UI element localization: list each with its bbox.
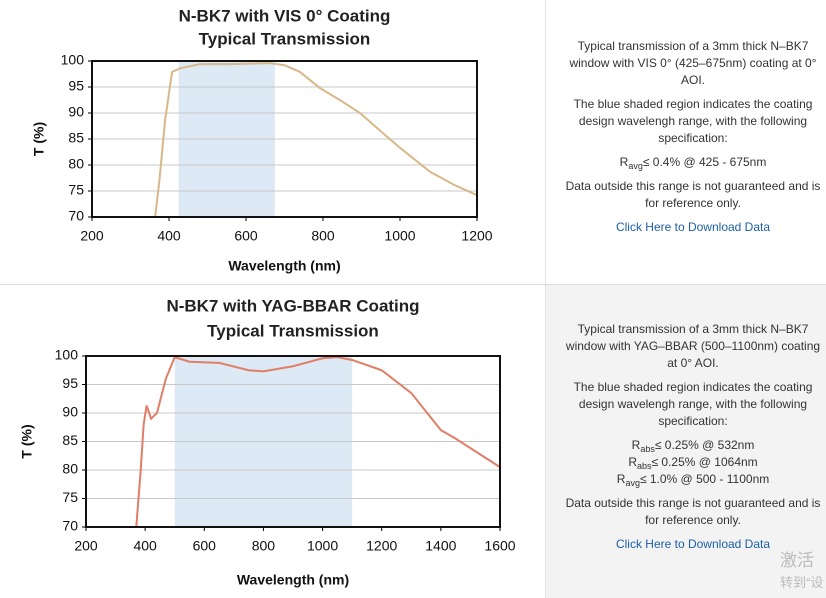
y-axis-label: T (%) — [19, 424, 35, 458]
x-axis-label: Wavelength (nm) — [228, 258, 340, 274]
y-tick-label: 100 — [61, 52, 85, 68]
disclaimer: Data outside this range is not guarantee… — [565, 496, 821, 527]
x-tick-label: 1200 — [366, 538, 397, 554]
y-tick-label: 75 — [68, 182, 84, 198]
spec-list: Ravg≤ 0.4% @ 425 - 675nm — [560, 154, 826, 171]
x-tick-label: 800 — [252, 538, 276, 554]
info-panel: Typical transmission of a 3mm thick N–BK… — [545, 285, 826, 598]
watermark: 激活 — [780, 551, 814, 570]
download-link[interactable]: Click Here to Download Data — [615, 220, 771, 234]
y-axis-label: T (%) — [31, 122, 47, 156]
x-tick-label: 600 — [234, 228, 258, 244]
link-wrap: Click Here to Download Data — [560, 536, 826, 553]
y-tick-label: 80 — [68, 156, 84, 172]
chart-subtitle: Typical Transmission — [199, 29, 371, 48]
spec: Rabs≤ 0.25% @ 1064nm — [560, 454, 826, 471]
description: Typical transmission of a 3mm thick N–BK… — [565, 322, 821, 370]
spec: Rabs≤ 0.25% @ 532nm — [560, 437, 826, 454]
y-tick-label: 100 — [55, 347, 79, 363]
x-tick-label: 1400 — [425, 538, 456, 554]
chart-subtitle: Typical Transmission — [207, 321, 379, 340]
spec-symbol: R — [631, 438, 641, 452]
x-tick-label: 1000 — [307, 538, 338, 554]
x-axis-label: Wavelength (nm) — [237, 572, 349, 588]
download-link[interactable]: Click Here to Download Data — [615, 537, 771, 551]
y-tick-label: 80 — [62, 461, 78, 477]
row: N-BK7 with VIS 0° Coating Typical Transmi… — [0, 0, 826, 285]
y-tick-label: 75 — [62, 489, 78, 505]
chart: N-BK7 with VIS 0° Coating Typical Transmi… — [31, 6, 493, 274]
spec-list: Rabs≤ 0.25% @ 532nm Rabs≤ 0.25% @ 1064nm R… — [560, 437, 826, 488]
spec: Ravg≤ 1.0% @ 500 - 1100nm — [560, 471, 826, 488]
description: Typical transmission of a 3mm thick N–BK… — [569, 39, 817, 87]
spec-subscript: abs — [636, 461, 652, 471]
chart-title: N-BK7 with VIS 0° Coating — [179, 6, 391, 25]
plot-frame — [85, 355, 501, 528]
y-tick-label: 85 — [62, 432, 78, 448]
spec-text: ≤ 0.4% @ 425 - 675nm — [642, 155, 767, 169]
spec-text: ≤ 0.25% @ 532nm — [654, 438, 755, 452]
spec-text: ≤ 1.0% @ 500 - 1100nm — [639, 472, 770, 486]
disclaimer: Data outside this range is not guarantee… — [565, 179, 821, 210]
x-tick-label: 600 — [193, 538, 217, 554]
x-tick-label: 200 — [74, 538, 98, 554]
shading-note: The blue shaded region indicates the coa… — [573, 97, 813, 145]
y-tick-label: 90 — [68, 104, 84, 120]
info-panel: Typical transmission of a 3mm thick N–BK… — [545, 0, 826, 284]
x-tick-label: 200 — [80, 228, 104, 244]
spec-subscript: avg — [625, 478, 640, 488]
plot-frame — [91, 60, 478, 218]
y-tick-label: 95 — [68, 78, 84, 94]
x-tick-label: 1200 — [461, 228, 492, 244]
chart: N-BK7 with YAG-BBAR Coating Typical Trans… — [19, 296, 516, 588]
y-tick-label: 95 — [62, 375, 78, 391]
spec-symbol: R — [619, 155, 629, 169]
spec: Ravg≤ 0.4% @ 425 - 675nm — [560, 154, 826, 171]
line-series — [135, 355, 501, 528]
y-tick-label: 70 — [68, 208, 84, 224]
spec-symbol: R — [628, 455, 637, 469]
spec-subscript: abs — [640, 444, 655, 454]
shading-note: The blue shaded region indicates the coa… — [573, 380, 813, 428]
row: N-BK7 with YAG-BBAR Coating Typical Trans… — [0, 285, 826, 598]
chart-title: N-BK7 with YAG-BBAR Coating — [166, 296, 419, 315]
line-series — [154, 62, 478, 218]
x-tick-label: 1000 — [384, 228, 415, 244]
spec-symbol: R — [616, 472, 626, 486]
spec-subscript: avg — [628, 161, 643, 171]
y-tick-label: 90 — [62, 404, 78, 420]
spec-text: ≤ 0.25% @ 1064nm — [651, 455, 758, 469]
x-tick-label: 1600 — [484, 538, 515, 554]
y-tick-label: 85 — [68, 130, 84, 146]
link-wrap: Click Here to Download Data — [560, 219, 826, 236]
x-tick-label: 400 — [157, 228, 181, 244]
y-tick-label: 70 — [62, 518, 78, 534]
watermark: 转到“设 — [780, 575, 824, 590]
x-tick-label: 800 — [311, 228, 335, 244]
x-tick-label: 400 — [133, 538, 157, 554]
